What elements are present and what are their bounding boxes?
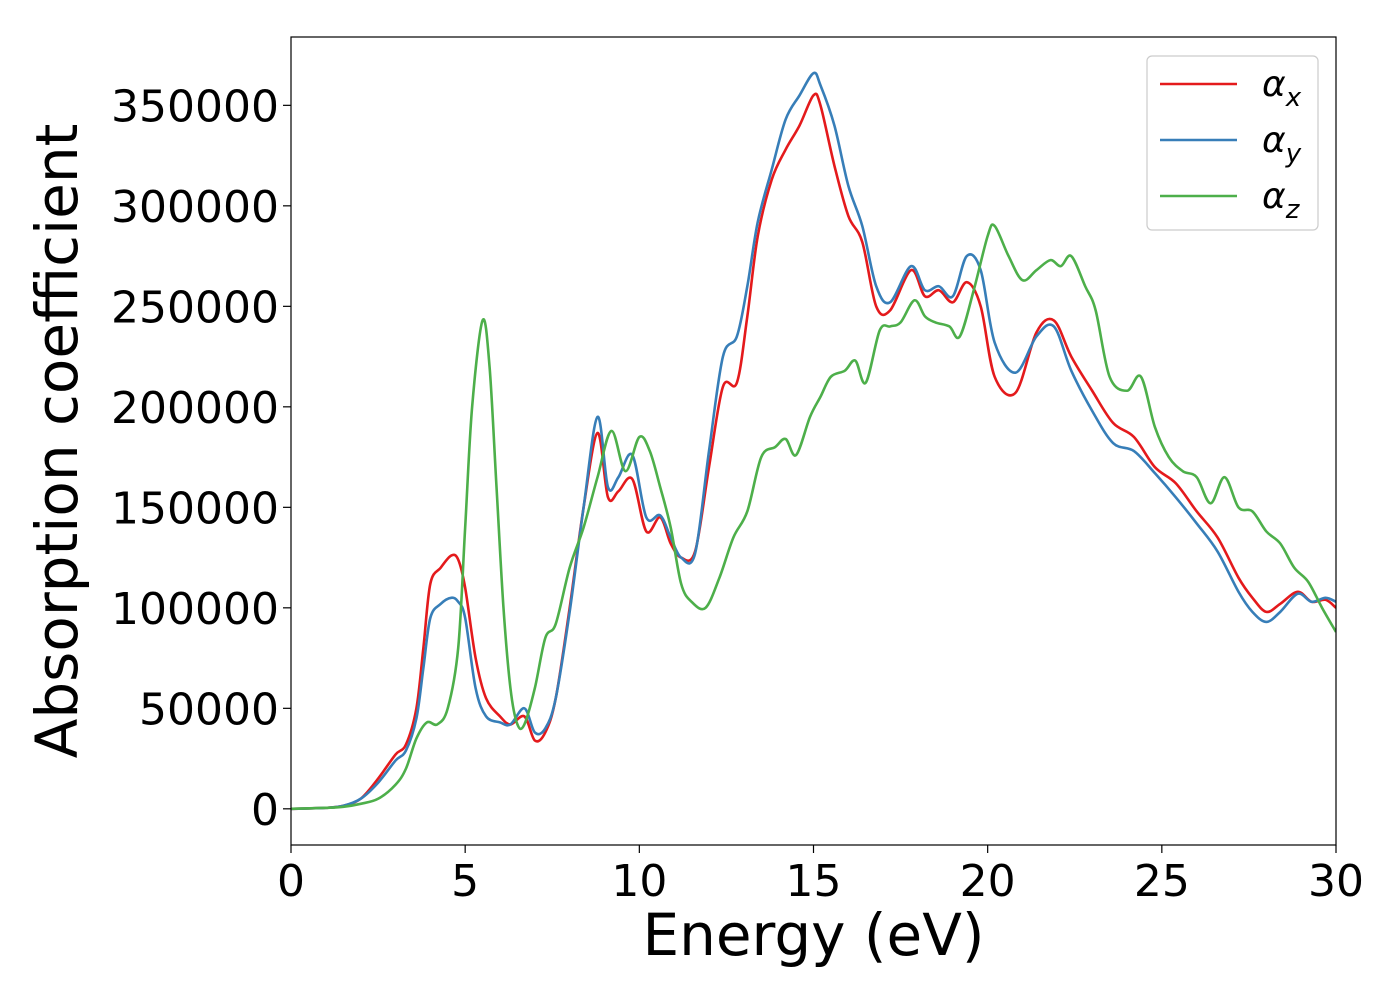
legend-subscript: y bbox=[1285, 139, 1302, 169]
legend-symbol: α bbox=[1262, 176, 1286, 217]
y-tick-label: 300000 bbox=[111, 182, 279, 233]
x-tick-label: 10 bbox=[611, 856, 667, 907]
legend-subscript: x bbox=[1285, 83, 1302, 113]
x-axis: 0 5 10 15 20 25 30 bbox=[277, 845, 1364, 907]
legend-label-y: αy bbox=[1262, 120, 1302, 169]
y-tick-label: 50000 bbox=[139, 684, 279, 735]
y-tick-label: 200000 bbox=[111, 383, 279, 434]
x-tick-label: 30 bbox=[1308, 856, 1364, 907]
legend-subscript: z bbox=[1285, 195, 1301, 225]
legend-symbol: α bbox=[1262, 64, 1286, 105]
series-line-z bbox=[291, 223, 1336, 811]
y-axis: 0 50000 100000 150000 200000 250000 300000 3500… bbox=[111, 81, 291, 836]
x-tick-label: 0 bbox=[277, 856, 305, 907]
x-tick-label: 20 bbox=[960, 856, 1016, 907]
y-tick-label: 150000 bbox=[111, 483, 279, 534]
x-tick-label: 25 bbox=[1134, 856, 1190, 907]
y-tick-label: 250000 bbox=[111, 282, 279, 333]
y-tick-label: 0 bbox=[251, 785, 279, 836]
x-tick-label: 15 bbox=[786, 856, 842, 907]
legend-symbol: α bbox=[1262, 120, 1286, 161]
y-tick-label: 350000 bbox=[111, 81, 279, 132]
x-axis-label: Energy (eV) bbox=[642, 901, 984, 969]
legend-label-z: αz bbox=[1262, 176, 1301, 225]
legend-frame bbox=[1146, 55, 1319, 231]
series-line-x bbox=[291, 92, 1336, 811]
series-layer bbox=[291, 71, 1336, 811]
legend-label-x: αx bbox=[1262, 64, 1302, 113]
y-tick-label: 100000 bbox=[111, 584, 279, 635]
y-axis-label: Absorption coefficient bbox=[23, 124, 91, 759]
x-tick-label: 5 bbox=[451, 856, 479, 907]
